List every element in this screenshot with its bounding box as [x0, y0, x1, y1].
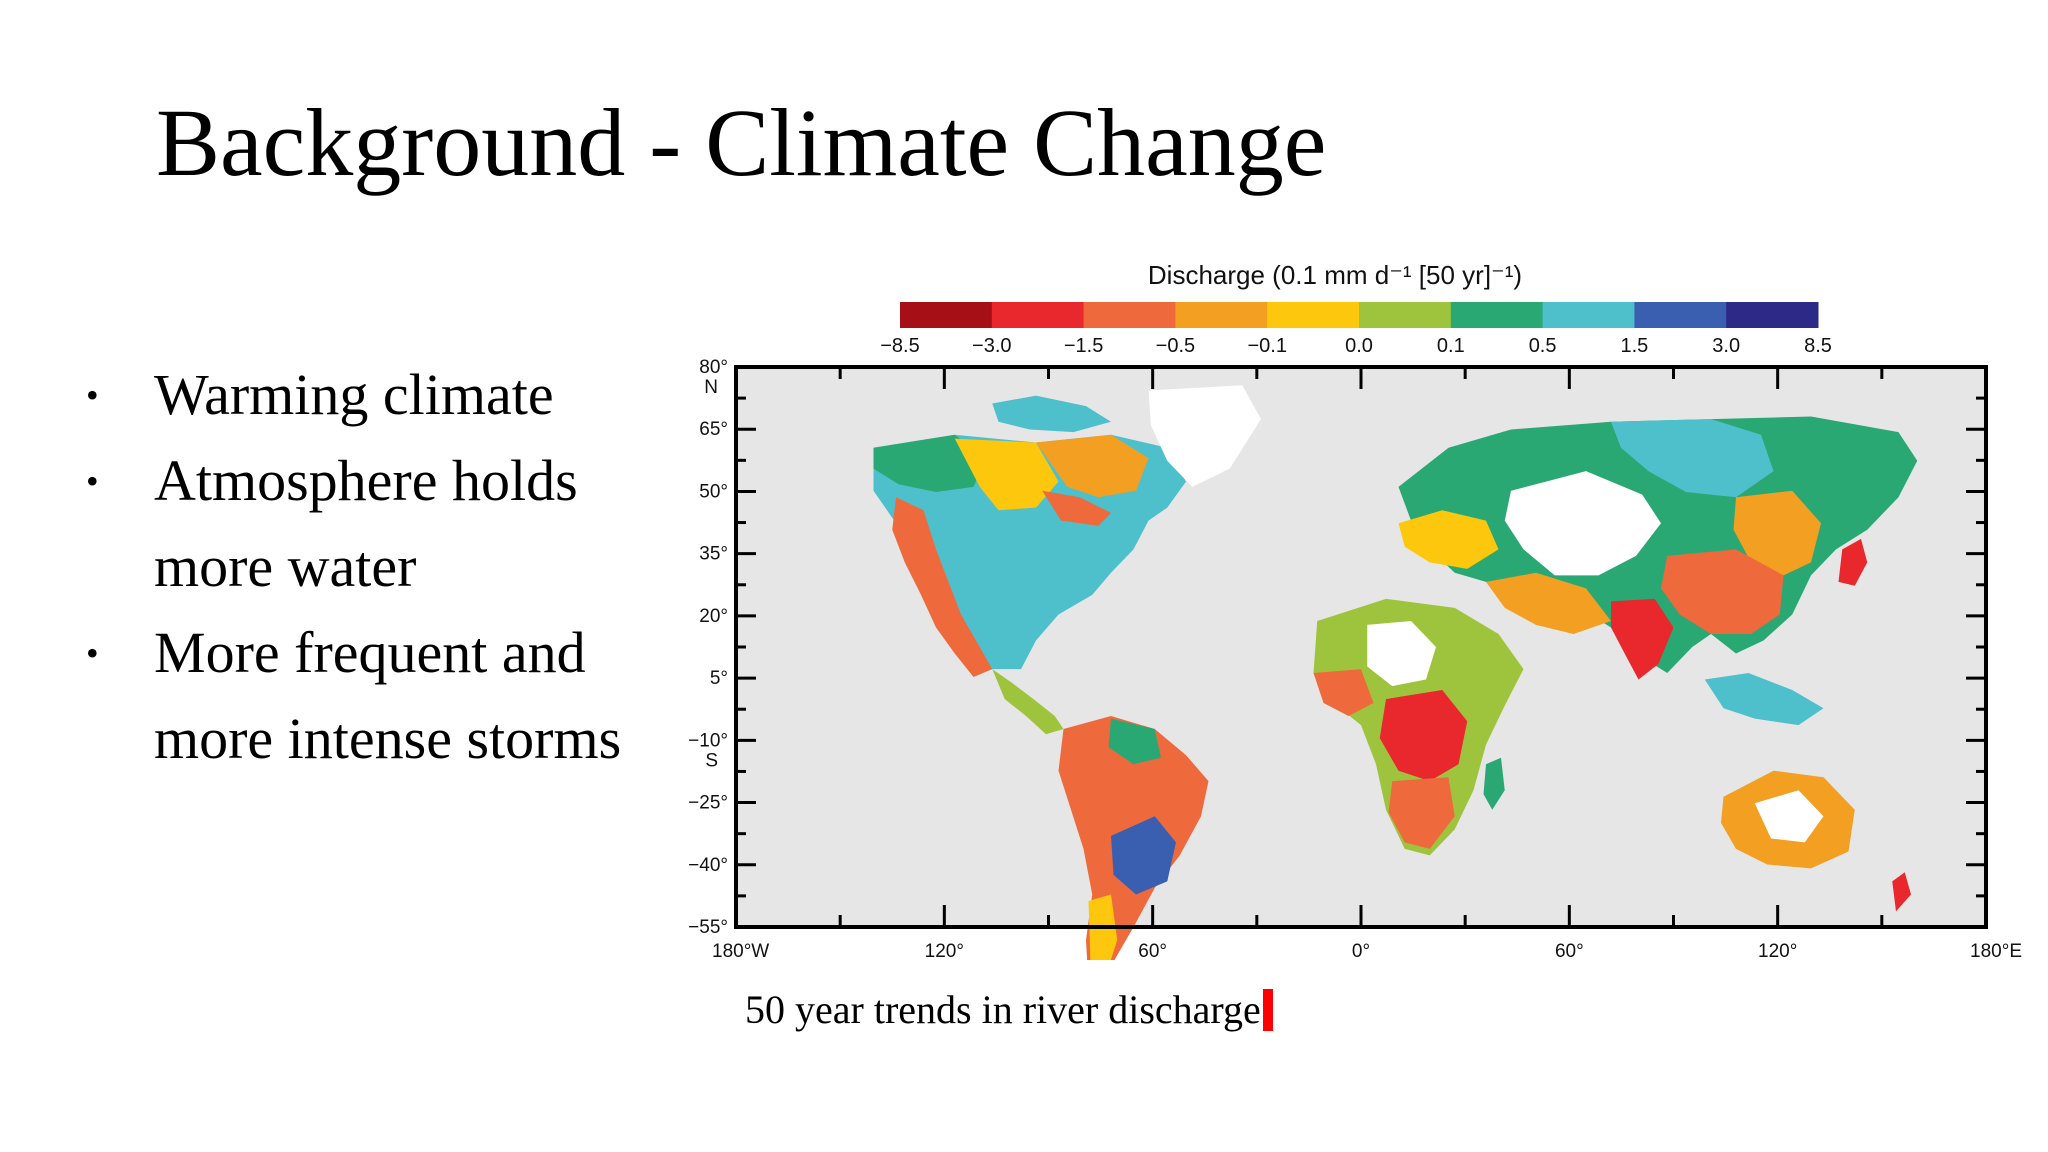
bullet-text-line: Atmosphere holds [154, 448, 578, 513]
colorbar-tick-label: −3.0 [972, 335, 1011, 357]
eurasia-landmass [1398, 416, 1918, 674]
colorbar-segment [1542, 302, 1635, 328]
colorbar-title: Discharge (0.1 mm d⁻¹ [50 yr]⁻¹) [1148, 260, 1522, 290]
discharge-map: Discharge (0.1 mm d⁻¹ [50 yr]⁻¹) −8.5 −3.… [688, 260, 2022, 960]
middle-east-region [1486, 572, 1611, 634]
latitude-label: −25° [688, 793, 728, 814]
latitude-label: −10° [688, 730, 728, 751]
colorbar-tick-label: 8.5 [1804, 335, 1832, 357]
central-america [992, 669, 1064, 735]
bullet-item: • Warming climate [86, 352, 686, 438]
latitude-label: −40° [688, 855, 728, 876]
latitude-label: 35° [699, 544, 728, 565]
central-asia-nodata [1504, 471, 1661, 576]
congo-region [1379, 689, 1468, 782]
colorbar-segment [1450, 302, 1544, 328]
latitude-labels: 80°N 65° 50° 35° 20° 5° −10°S −25° −40° −55° [688, 357, 728, 938]
arctic-islands [992, 395, 1111, 433]
latitude-hemisphere-label: N [704, 377, 718, 398]
canada-east-region [1036, 434, 1149, 498]
west-africa-region [1313, 669, 1374, 717]
text-cursor [1262, 989, 1273, 1031]
colorbar-tick-labels: −8.5 −3.0 −1.5 −0.5 −0.1 0.0 0.1 0.5 1.5 3.0 8.5 [880, 335, 1832, 357]
figure-caption: 50 year trends in river discharge [745, 987, 1273, 1033]
colorbar-tick-label: −0.1 [1247, 335, 1286, 357]
longitude-label: 120° [1758, 941, 1797, 960]
bullet-text-line: More frequent and [154, 620, 586, 685]
bullet-item: • More frequent and more intense storms [86, 610, 686, 782]
longitude-label: 180°E [1970, 941, 2022, 960]
colorbar-tick-label: 1.5 [1620, 335, 1648, 357]
latitude-label: 20° [699, 606, 728, 627]
latitude-hemisphere-label: S [705, 750, 718, 771]
colorbar-tick-label: −1.5 [1064, 335, 1103, 357]
longitude-label: 180°W [712, 941, 769, 960]
parana-region [1111, 816, 1176, 895]
colorbar-segment [991, 302, 1085, 328]
longitude-label: 60° [1555, 941, 1584, 960]
southern-africa-region [1388, 777, 1455, 849]
latitude-label: 65° [699, 419, 728, 440]
bullet-item: • Atmosphere holds more water [86, 438, 686, 610]
longitude-labels: 180°W 120° 60° 0° 60° 120° 180°E [712, 941, 2022, 960]
latitude-label: 50° [699, 481, 728, 502]
bullet-marker: • [86, 633, 99, 673]
bullet-text-line: more intense storms [154, 706, 622, 771]
bullet-list: • Warming climate • Atmosphere holds mor… [86, 352, 686, 782]
canada-central-region [954, 438, 1059, 511]
amazon-region [1108, 718, 1161, 765]
bullet-marker: • [86, 461, 99, 501]
land-masses [873, 385, 1918, 960]
siberia-region [1611, 419, 1774, 498]
colorbar-segment [1267, 302, 1360, 328]
colorbar-tick-label: −8.5 [880, 335, 919, 357]
bullet-text-line: Warming climate [154, 362, 554, 427]
colorbar-segment [900, 302, 993, 328]
east-asia-region [1733, 490, 1821, 576]
axis-ticks [734, 365, 1988, 929]
new-zealand [1892, 872, 1911, 912]
latitude-label: 5° [710, 668, 728, 689]
caption-text: 50 year trends in river discharge [745, 987, 1261, 1032]
latitude-label: −55° [688, 917, 728, 938]
colorbar-segment [1726, 302, 1819, 328]
greenland [1148, 385, 1261, 487]
longitude-label: 0° [1352, 941, 1370, 960]
colorbar-tick-label: 0.5 [1529, 335, 1557, 357]
colorbar-segment [1359, 302, 1452, 328]
latitude-label: 80° [699, 357, 728, 378]
colorbar-tick-label: 0.0 [1345, 335, 1373, 357]
colorbar-segment [1175, 302, 1268, 328]
colorbar-tick-label: 0.1 [1437, 335, 1465, 357]
colorbar-tick-label: −0.5 [1156, 335, 1195, 357]
colorbar-segment [1083, 302, 1176, 328]
europe-region [1398, 510, 1499, 569]
bullet-text-line: more water [154, 534, 417, 599]
colorbar-tick-label: 3.0 [1712, 335, 1740, 357]
hudson-region [1042, 490, 1111, 526]
discharge-map-figure: Discharge (0.1 mm d⁻¹ [50 yr]⁻¹) −8.5 −3.… [660, 250, 2040, 960]
madagascar [1483, 757, 1505, 810]
longitude-label: 60° [1138, 941, 1167, 960]
north-america-west-region [892, 497, 993, 677]
china-region [1661, 549, 1784, 634]
india-region [1611, 598, 1674, 680]
colorbar [900, 302, 1819, 328]
colorbar-segment [1634, 302, 1727, 328]
longitude-label: 120° [925, 941, 964, 960]
japan [1838, 538, 1868, 586]
bullet-marker: • [86, 375, 99, 415]
slide-title: Background - Climate Change [156, 89, 1327, 196]
canada-region [873, 434, 986, 493]
sahara-nodata [1367, 620, 1436, 687]
southeast-asia-islands [1704, 673, 1824, 726]
australia-interior-nodata [1754, 790, 1824, 843]
